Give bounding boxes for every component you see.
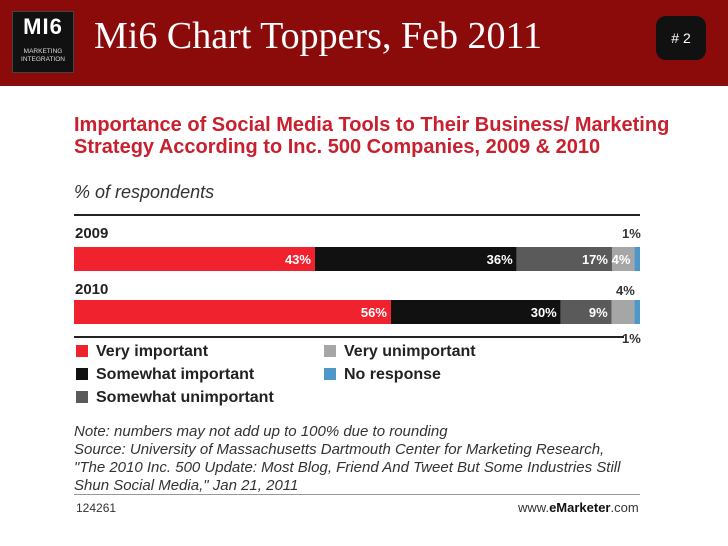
chart-id: 124261: [76, 501, 117, 515]
bar-2009-no-response: [634, 247, 640, 271]
legend-label: Somewhat important: [96, 366, 255, 383]
emarketer-brand: www.eMarketer.com: [518, 500, 639, 515]
brand-suffix: .com: [610, 500, 639, 515]
bar-2010-no-response: [634, 300, 640, 324]
value-label-2010-somewhat-unimportant: 9%: [589, 305, 608, 320]
legend-swatch: [76, 368, 88, 380]
chart-top-rule: [74, 214, 640, 216]
legend-swatch: [76, 391, 88, 403]
legend-label: Very important: [96, 343, 209, 360]
mi6-logo: MI6 MARKETING INTEGRATION: [12, 11, 74, 73]
legend-somewhat-important: Somewhat important: [76, 366, 254, 384]
category-label-2010: 2010: [75, 281, 109, 298]
legend-swatch: [324, 368, 336, 380]
label-2010-very-unimportant: 4%: [616, 283, 635, 298]
legend-label: No response: [344, 366, 441, 383]
value-label-2010-very-important: 56%: [361, 305, 387, 320]
logo-main-text: MI6: [23, 14, 63, 39]
footer-rule: [74, 494, 640, 495]
legend-label: Very unimportant: [344, 343, 476, 360]
bar-2009-somewhat-important: [314, 247, 517, 271]
legend-swatch: [324, 345, 336, 357]
bar-2009-very-important: [74, 247, 315, 271]
brand-name: eMarketer: [549, 500, 611, 515]
slide-title: Mi6 Chart Toppers, Feb 2011: [94, 15, 543, 57]
legend-very-unimportant: Very unimportant: [324, 343, 476, 361]
logo-line-2: INTEGRATION: [21, 56, 65, 63]
chart-title: Importance of Social Media Tools to Thei…: [74, 114, 670, 158]
slide-header: MI6 MARKETING INTEGRATION Mi6 Chart Topp…: [0, 0, 728, 86]
bar-2010-somewhat-important: [390, 300, 561, 324]
slide-number-badge: # 2: [656, 16, 706, 60]
value-label-2009-somewhat-unimportant: 17%: [582, 252, 608, 267]
bar-2010-somewhat-unimportant: [560, 300, 612, 324]
note-rounding: Note: numbers may not add up to 100% due…: [74, 423, 448, 440]
logo-line-1: MARKETING: [23, 48, 63, 55]
legend-label: Somewhat unimportant: [96, 389, 274, 406]
brand-prefix: www.: [518, 500, 550, 515]
legend-swatch: [76, 345, 88, 357]
value-label-2010-somewhat-important: 30%: [531, 305, 557, 320]
value-label-2009-very-important: 43%: [285, 252, 311, 267]
legend-somewhat-unimportant: Somewhat unimportant: [76, 389, 274, 407]
chart-note: Note: numbers may not add up to 100% due…: [74, 423, 634, 495]
bar-2009-very-unimportant: [611, 247, 635, 271]
bar-2010-very-important: [74, 300, 391, 324]
value-label-2009-somewhat-important: 36%: [487, 252, 513, 267]
note-source: Source: University of Massachusetts Dart…: [74, 441, 621, 494]
category-label-2009: 2009: [75, 225, 109, 242]
bar-2009-somewhat-unimportant: [516, 247, 612, 271]
logo-sub-text: MARKETING INTEGRATION: [13, 48, 73, 64]
legend-very-important: Very important: [76, 343, 208, 361]
chart-subtitle: % of respondents: [74, 182, 215, 202]
value-label-2009-very-unimportant: 4%: [612, 252, 631, 267]
legend-no-response: No response: [324, 366, 441, 384]
chart-bottom-rule: [74, 336, 624, 338]
label-2009-no-response: 1%: [622, 226, 641, 241]
bar-2010-very-unimportant: [611, 300, 635, 324]
label-2010-no-response: 1%: [622, 331, 641, 346]
